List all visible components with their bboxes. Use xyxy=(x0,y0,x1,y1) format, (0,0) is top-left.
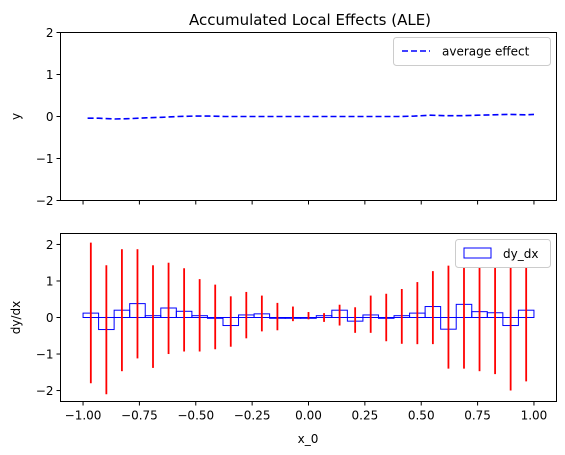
top-legend-box xyxy=(393,37,551,66)
bottom-x-tick-label: 0.25 xyxy=(352,409,379,423)
average-effect-line xyxy=(87,113,535,120)
top-y-tick-label: 0 xyxy=(46,110,54,124)
bottom-x-tick-label: 0.50 xyxy=(408,409,435,423)
top-legend: average effect xyxy=(393,37,551,66)
bottom-y-tick-label: 1 xyxy=(46,274,54,288)
top-y-axis: −2 −1 0 1 2 xyxy=(36,26,61,208)
top-x-axis xyxy=(82,200,535,205)
bottom-legend-swatch xyxy=(463,247,492,259)
bottom-x-axis: −1.00 −0.75 −0.50 −0.25 0.00 0.25 0.50 0.75 1.00 xyxy=(65,401,548,423)
top-y-tick-label: 1 xyxy=(46,68,54,82)
top-y-tick-label: −2 xyxy=(36,194,54,208)
top-y-tick-label: −1 xyxy=(36,152,54,166)
bottom-x-tick-label: −0.25 xyxy=(234,409,271,423)
derivative-panel: −2 −1 0 1 2 −1.00 −0.75 −0.50 −0.25 0.00 0.25 0.50… xyxy=(9,233,557,446)
bottom-x-tick-label: −0.50 xyxy=(177,409,214,423)
bottom-y-tick-label: 2 xyxy=(46,238,54,252)
bottom-x-tick-label: 0.75 xyxy=(464,409,491,423)
bottom-x-tick-label: −1.00 xyxy=(65,409,102,423)
bottom-y-tick-label: 0 xyxy=(46,311,54,325)
bottom-legend-box xyxy=(455,239,551,268)
top-legend-label: average effect xyxy=(442,45,530,59)
bottom-x-tick-label: 1.00 xyxy=(521,409,548,423)
bottom-legend: dy_dx xyxy=(455,239,551,268)
bottom-x-tick-label: 0.00 xyxy=(295,409,322,423)
bottom-y-axis-label: dy/dx xyxy=(9,301,23,334)
top-y-tick-label: 2 xyxy=(46,26,54,40)
bottom-y-tick-label: −1 xyxy=(36,348,54,362)
chart-title: Accumulated Local Effects (ALE) xyxy=(189,11,431,29)
bottom-x-tick-label: −0.75 xyxy=(121,409,158,423)
bottom-legend-label: dy_dx xyxy=(503,247,538,261)
top-y-axis-label: y xyxy=(9,113,23,120)
bottom-y-axis: −2 −1 0 1 2 xyxy=(36,238,61,398)
dy-dx-error-bars xyxy=(89,241,528,395)
ale-panel: Accumulated Local Effects (ALE) −2−1012 … xyxy=(9,11,557,208)
bottom-y-tick-label: −2 xyxy=(36,384,54,398)
bottom-x-axis-label: x_0 xyxy=(298,432,319,446)
